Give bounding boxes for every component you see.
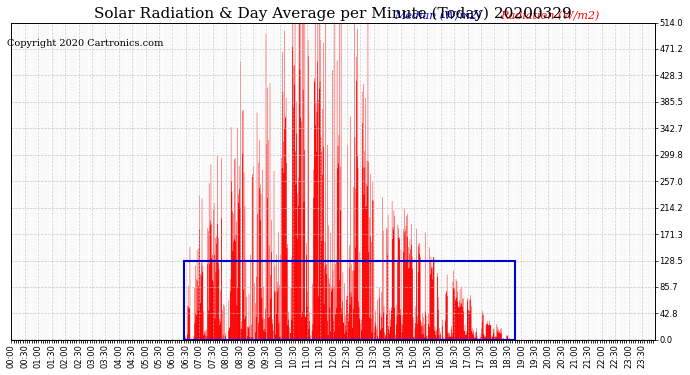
Text: Copyright 2020 Cartronics.com: Copyright 2020 Cartronics.com <box>7 39 164 48</box>
Text: Median (W/m2): Median (W/m2) <box>395 10 482 21</box>
Title: Solar Radiation & Day Average per Minute (Today) 20200329: Solar Radiation & Day Average per Minute… <box>95 7 572 21</box>
Text: Radiation (W/m2): Radiation (W/m2) <box>500 10 600 21</box>
Bar <box>184 261 515 340</box>
